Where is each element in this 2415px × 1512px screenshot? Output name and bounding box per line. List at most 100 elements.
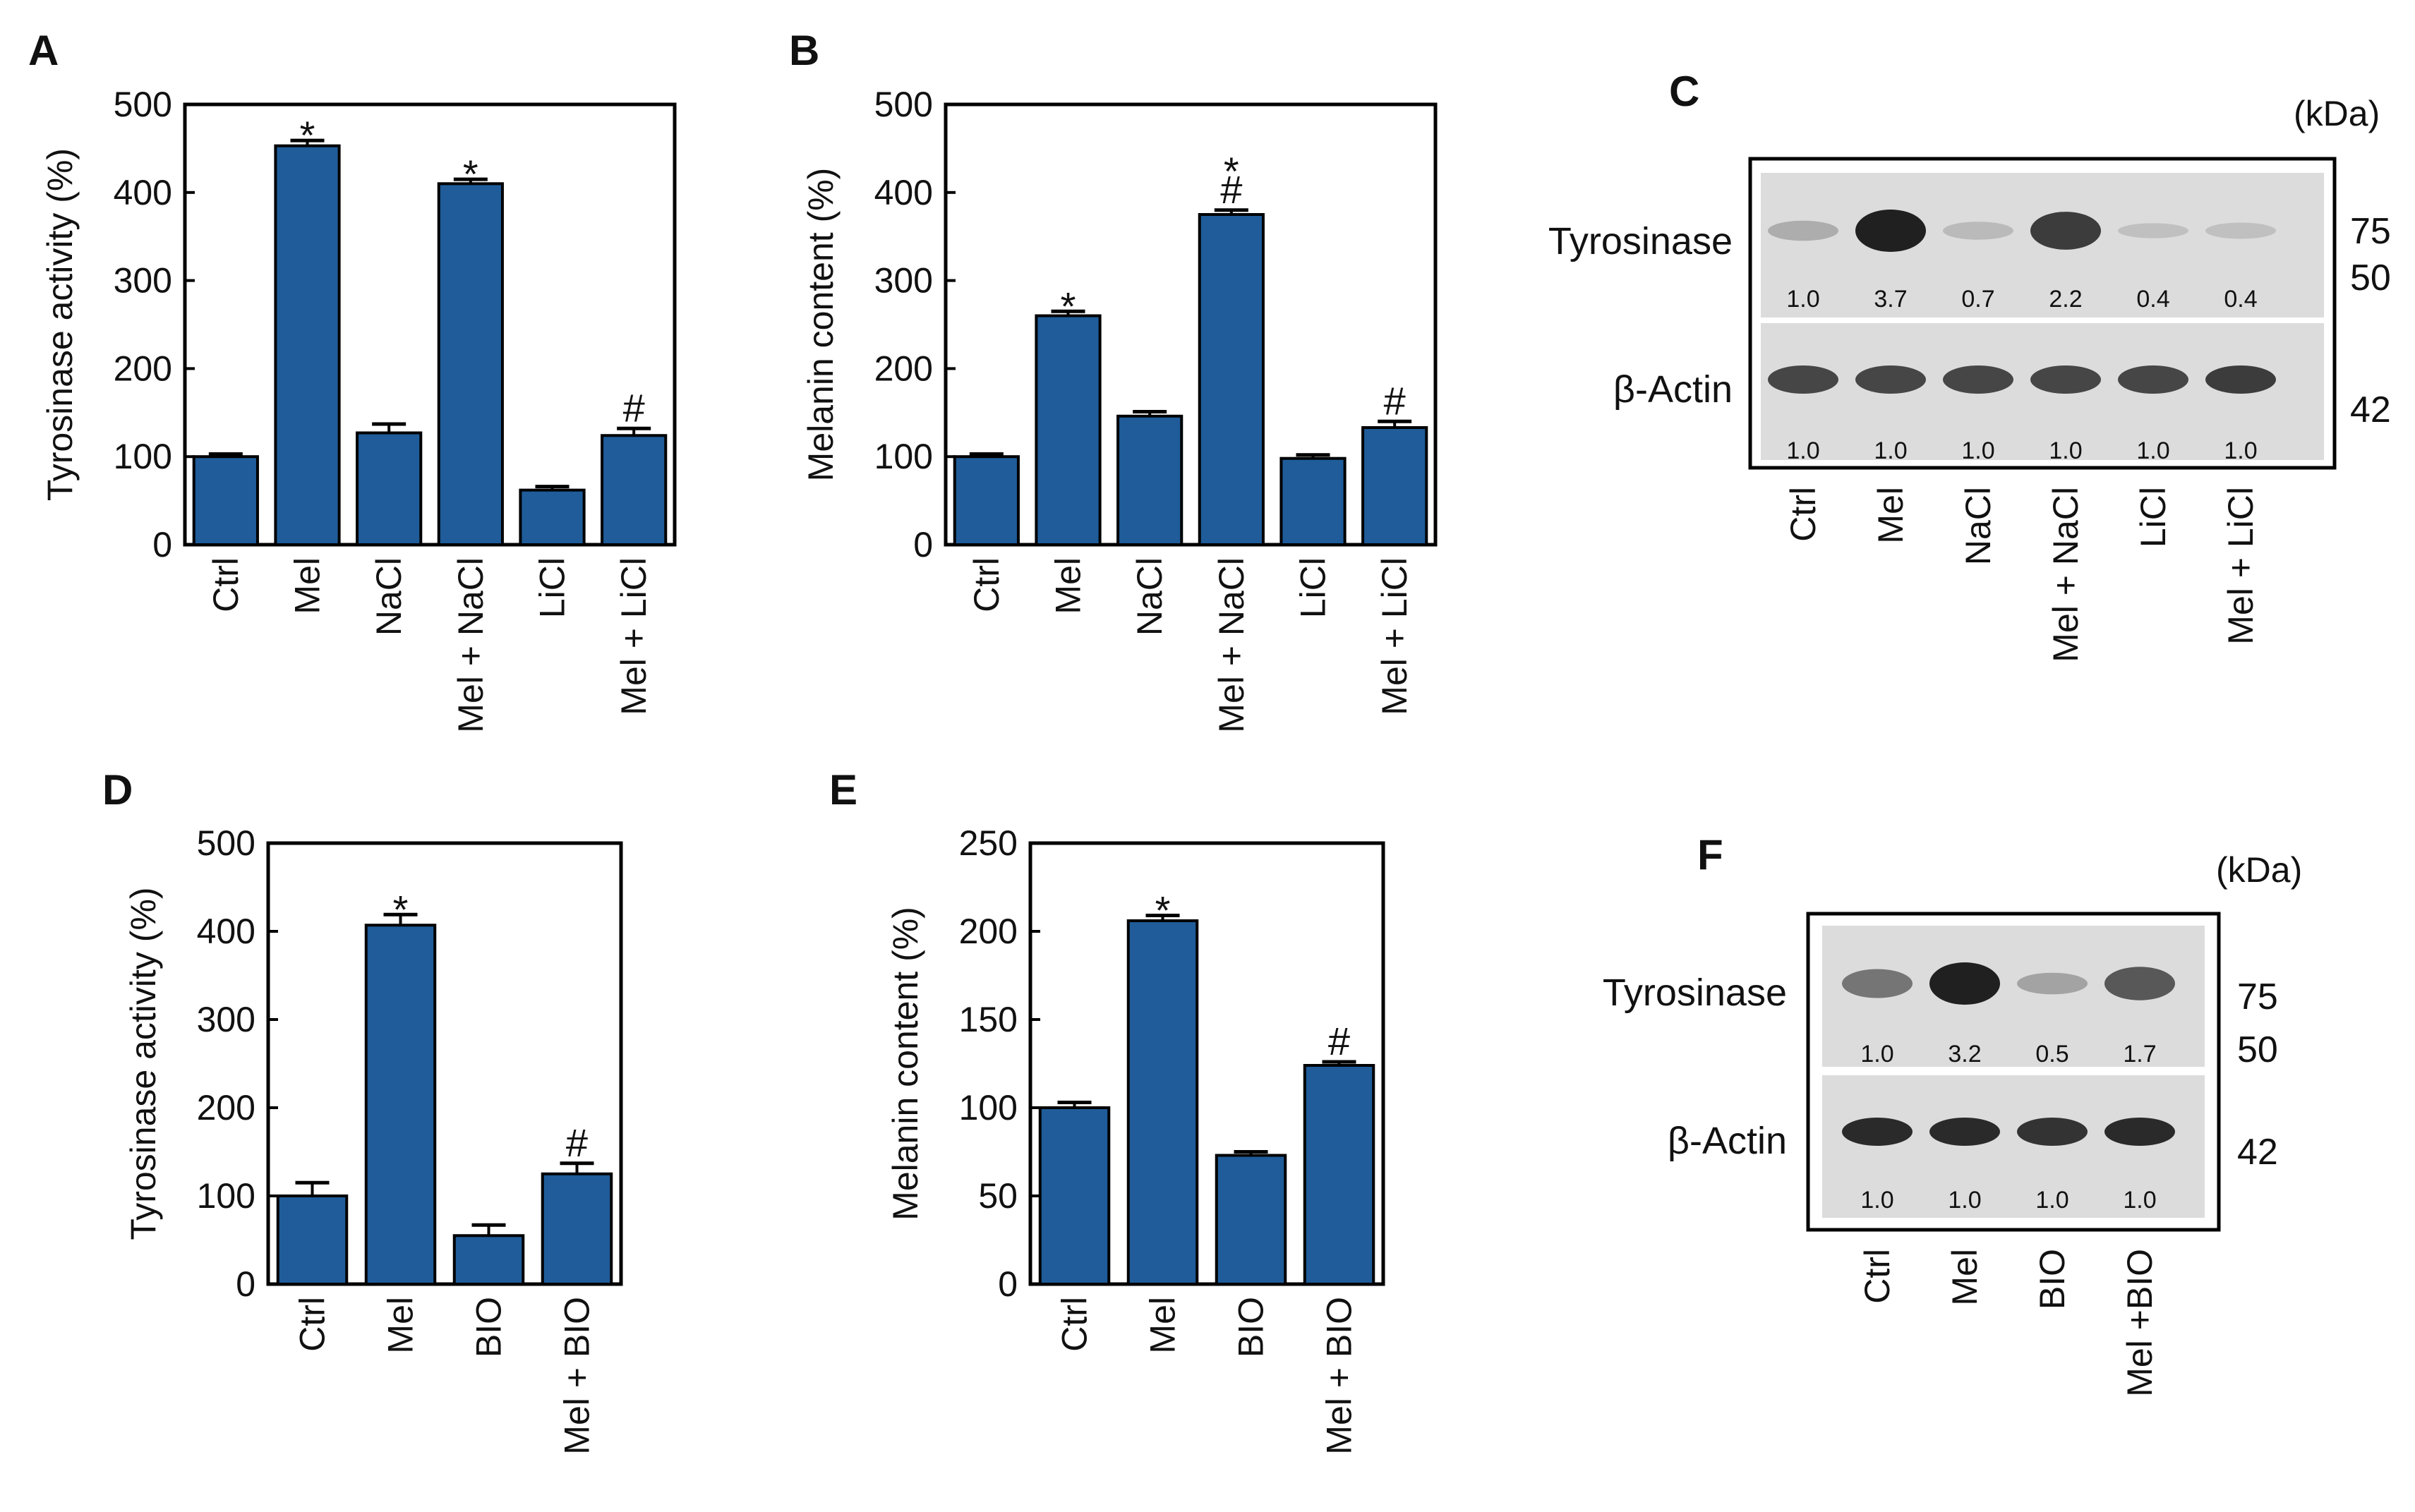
bar [274,144,341,546]
plot-frame [266,841,623,1286]
kda-unit-label: (kDa) [2216,850,2302,890]
bar [953,455,1020,547]
blot-band [1855,365,1926,394]
y-tick-label: 500 [874,85,933,124]
bar [1361,426,1428,546]
band-quant-value: 0.4 [2224,286,2257,313]
significance-mark: * [300,113,315,157]
band-quant-value: 1.0 [2224,437,2257,464]
lane-label: Mel +BIO [2120,1249,2160,1397]
x-tick-label: Ctrl [206,557,246,612]
x-tick-label: Mel + LiCl [1375,557,1414,715]
bar [1279,456,1347,546]
bar [1035,314,1102,546]
bar [356,431,423,547]
lane-label: Mel + LiCl [2221,487,2260,645]
y-tick-label: 0 [152,525,172,564]
panel-letter: E [829,766,857,814]
panel-letter: B [789,27,819,74]
x-tick-label: Mel + NaCl [451,557,490,733]
chart-panel-A: A 0 100 200 300 400 500 Tyrosinase activity (%)… [28,27,677,733]
blot-band [1768,365,1838,394]
kda-marker: 50 [2350,258,2391,298]
significance-mark: # [1384,378,1406,423]
kda-marker: 50 [2237,1029,2278,1070]
significance-mark: * [1155,888,1171,933]
blot-band [1929,962,2000,1005]
y-tick-label: 400 [114,173,172,212]
x-tick-label: BIO [469,1297,509,1357]
band-quant-value: 1.0 [1860,1041,1893,1068]
y-tick-label: 100 [959,1088,1018,1127]
kda-marker: 42 [2237,1132,2278,1173]
chart-panel-E: E 0 50 100 150 200 250 Melanin content (%) Ctrl *… [829,766,1385,1455]
blot-panel-C: C (kDa) Tyrosinase 75 50 1.0 3.7 0.7 2.2 0.4 0.4 β-… [1548,68,2391,663]
blot-panel-F: F (kDa) Tyrosinase 75 50 1.0 3.2 0.5 1.7 β-Actin 4… [1603,831,2302,1397]
x-tick-label: Mel [1143,1297,1183,1354]
kda-unit-label: (kDa) [2294,94,2380,133]
blot-band [2104,967,2175,1000]
blot-band [2118,365,2188,394]
x-tick-label: NaCl [369,557,409,636]
blot-band [1943,222,2013,240]
blot-band [2017,1118,2088,1146]
y-tick-label: 50 [978,1176,1018,1216]
x-tick-label: Mel + LiCl [614,557,654,715]
y-tick-label: 500 [114,85,172,124]
chart-panel-D: D 0 100 200 300 400 500 Tyrosinase activity (%)… [102,766,623,1455]
x-tick-label: Ctrl [967,557,1006,612]
band-quant-value: 1.0 [2049,437,2082,464]
bar [1198,213,1265,546]
y-tick-label: 100 [197,1176,255,1216]
y-axis-label: Melanin content (%) [886,907,925,1221]
y-tick-label: 250 [959,823,1018,863]
bar [452,1234,525,1286]
band-quant-value: 1.0 [1961,437,1994,464]
kda-marker: 42 [2350,389,2391,430]
x-tick-label: Mel + BIO [558,1297,597,1455]
blot-band [2030,365,2101,394]
bar [437,182,504,546]
lane-label: Mel [1871,487,1910,544]
blot-band [1768,220,1838,241]
x-tick-label: Mel [381,1297,421,1354]
y-tick-label: 500 [197,823,255,863]
band-quant-value: 1.7 [2123,1041,2156,1068]
significance-mark: # [1220,167,1242,212]
y-tick-label: 300 [874,261,933,301]
panel-letter: A [28,27,59,74]
blot-row-label: Tyrosinase [1603,972,1787,1014]
kda-marker: 75 [2237,976,2278,1017]
blot-membrane [1761,173,2324,317]
x-tick-label: BIO [1231,1297,1271,1357]
bar [541,1172,613,1286]
blot-band [1842,969,1913,998]
band-quant-value: 0.4 [2136,286,2169,313]
y-tick-label: 100 [114,437,172,476]
significance-mark: # [566,1120,588,1165]
significance-mark: * [1061,284,1076,328]
band-quant-value: 1.0 [1786,437,1819,464]
plot-frame [944,102,1438,547]
x-tick-label: Mel + NaCl [1212,557,1251,733]
significance-mark: * [1224,149,1239,193]
panel-letter: D [102,766,133,814]
y-tick-label: 400 [874,173,933,212]
band-quant-value: 1.0 [1860,1187,1893,1214]
y-tick-label: 200 [197,1088,255,1127]
blot-band [2205,365,2276,394]
x-tick-label: Mel + BIO [1320,1297,1359,1455]
bar [192,455,259,547]
bar [364,924,437,1286]
x-tick-label: LiCl [533,557,572,618]
lane-label: NaCl [1958,487,1998,565]
lane-label: BIO [2032,1249,2072,1310]
blot-row-label: Tyrosinase [1548,220,1733,262]
y-tick-label: 0 [913,525,933,564]
y-tick-label: 150 [959,1000,1018,1039]
band-quant-value: 2.2 [2049,286,2082,313]
blot-band [2118,223,2188,238]
blot-band [2030,212,2101,250]
y-tick-label: 200 [874,349,933,388]
band-quant-value: 0.5 [2035,1041,2068,1068]
